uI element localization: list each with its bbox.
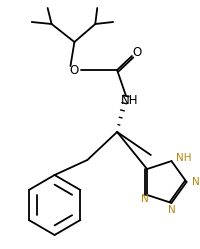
Text: O: O — [69, 63, 79, 76]
Text: NH: NH — [176, 153, 191, 163]
Text: N: N — [167, 205, 174, 215]
Text: O: O — [132, 46, 141, 59]
Text: NH: NH — [121, 94, 138, 107]
Text: N: N — [191, 177, 198, 187]
Text: N: N — [140, 194, 148, 204]
